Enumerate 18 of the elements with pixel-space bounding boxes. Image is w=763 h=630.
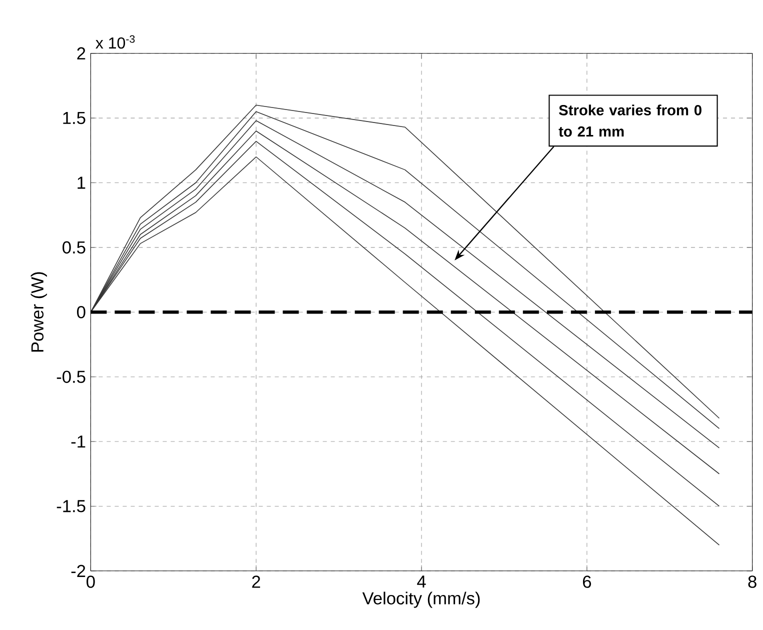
x-tick-label: 0	[86, 576, 95, 588]
y-tick-label: -1	[71, 436, 86, 448]
y-tick-label: -1.5	[56, 500, 86, 512]
x-axis-title: Velocity (mm/s)	[362, 592, 480, 608]
y-axis-title: Power (W)	[30, 272, 47, 352]
y-tick-label: -0.5	[56, 370, 86, 384]
y-tick-label: 2	[77, 47, 86, 60]
x-tick-label: 4	[417, 576, 426, 588]
annotation: Stroke varies from 0 to 21 mm	[558, 104, 702, 137]
y-tick-label: 1	[78, 176, 86, 189]
y-tick-label: 1.5	[63, 112, 86, 124]
x-tick-label: 2	[252, 576, 260, 588]
y-tick-label: -2	[71, 565, 86, 578]
y-tick-label: 0.5	[62, 241, 86, 254]
text: x 10$^{-3}$	[96, 35, 135, 49]
x-tick-label: 6	[582, 576, 591, 588]
y-tick-label: 0	[77, 306, 86, 318]
x-tick-label: 8	[748, 576, 756, 588]
